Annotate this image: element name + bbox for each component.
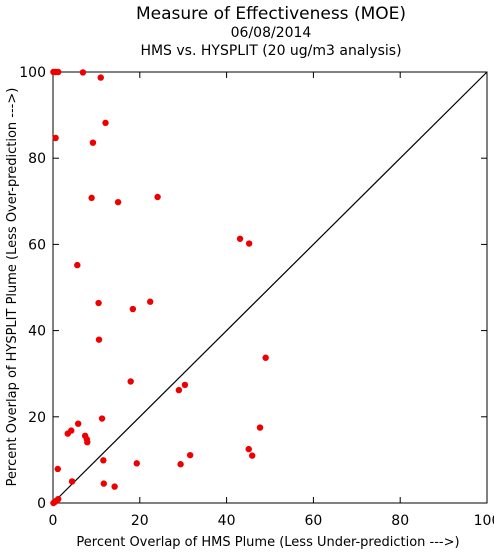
data-point — [98, 415, 106, 422]
y-tick-label: 100 — [19, 65, 46, 81]
data-point — [147, 298, 154, 305]
x-tick-label: 20 — [131, 513, 149, 529]
y-tick-label: 60 — [28, 237, 46, 253]
data-point — [245, 240, 253, 247]
data-point — [129, 305, 137, 313]
data-point — [245, 445, 252, 453]
y-tick-label: 0 — [37, 496, 46, 512]
plot-frame — [52, 71, 488, 504]
data-point — [68, 478, 76, 485]
diagonal-reference-line — [52, 71, 488, 504]
reference-line-layer — [52, 71, 488, 504]
data-point — [55, 68, 62, 76]
data-point — [97, 74, 104, 81]
chart-title: Measure of Effectiveness (MOE) — [136, 4, 406, 24]
y-axis-label: Percent Overlap of HYSPLIT Plume (Less O… — [5, 88, 20, 487]
data-point — [127, 378, 134, 385]
y-tick-label: 40 — [28, 324, 46, 340]
data-point — [175, 386, 183, 394]
x-tick-label: 0 — [49, 513, 58, 529]
y-tick-label: 80 — [28, 151, 46, 167]
data-point — [55, 495, 62, 503]
data-point — [114, 198, 122, 206]
data-point — [249, 452, 256, 459]
data-point — [74, 261, 81, 269]
x-tick-label: 40 — [218, 513, 236, 529]
data-point — [177, 461, 184, 468]
x-tick-label: 60 — [304, 513, 322, 529]
x-tick-label: 100 — [474, 513, 494, 529]
data-point — [54, 465, 61, 473]
data-point — [79, 69, 87, 76]
chart-subtitle: HMS vs. HYSPLIT (20 ug/m3 analysis) — [140, 43, 401, 59]
data-point — [100, 480, 107, 487]
data-point — [100, 457, 107, 464]
data-point — [64, 430, 71, 437]
data-point — [95, 299, 102, 307]
data-point — [262, 354, 269, 361]
chart-date: 06/08/2014 — [231, 25, 312, 41]
data-point — [95, 336, 103, 343]
data-point — [181, 381, 189, 389]
data-point — [89, 139, 97, 146]
x-axis-label: Percent Overlap of HMS Plume (Less Under… — [76, 535, 459, 550]
data-point — [256, 424, 264, 431]
data-point — [74, 420, 82, 427]
data-point — [102, 119, 109, 127]
data-point — [154, 193, 161, 201]
x-axis-ticks: 0 20 40 60 80 100 — [49, 72, 494, 529]
data-point — [236, 235, 244, 242]
data-point — [111, 483, 118, 490]
data-point — [84, 439, 91, 446]
data-point — [88, 194, 95, 202]
data-points-layer — [50, 68, 269, 507]
y-axis-ticks: 0 20 40 60 80 100 — [19, 65, 487, 512]
data-point — [133, 460, 140, 467]
y-tick-label: 20 — [28, 410, 46, 426]
data-point — [52, 134, 59, 142]
x-tick-label: 80 — [391, 513, 409, 529]
data-point — [186, 451, 194, 459]
